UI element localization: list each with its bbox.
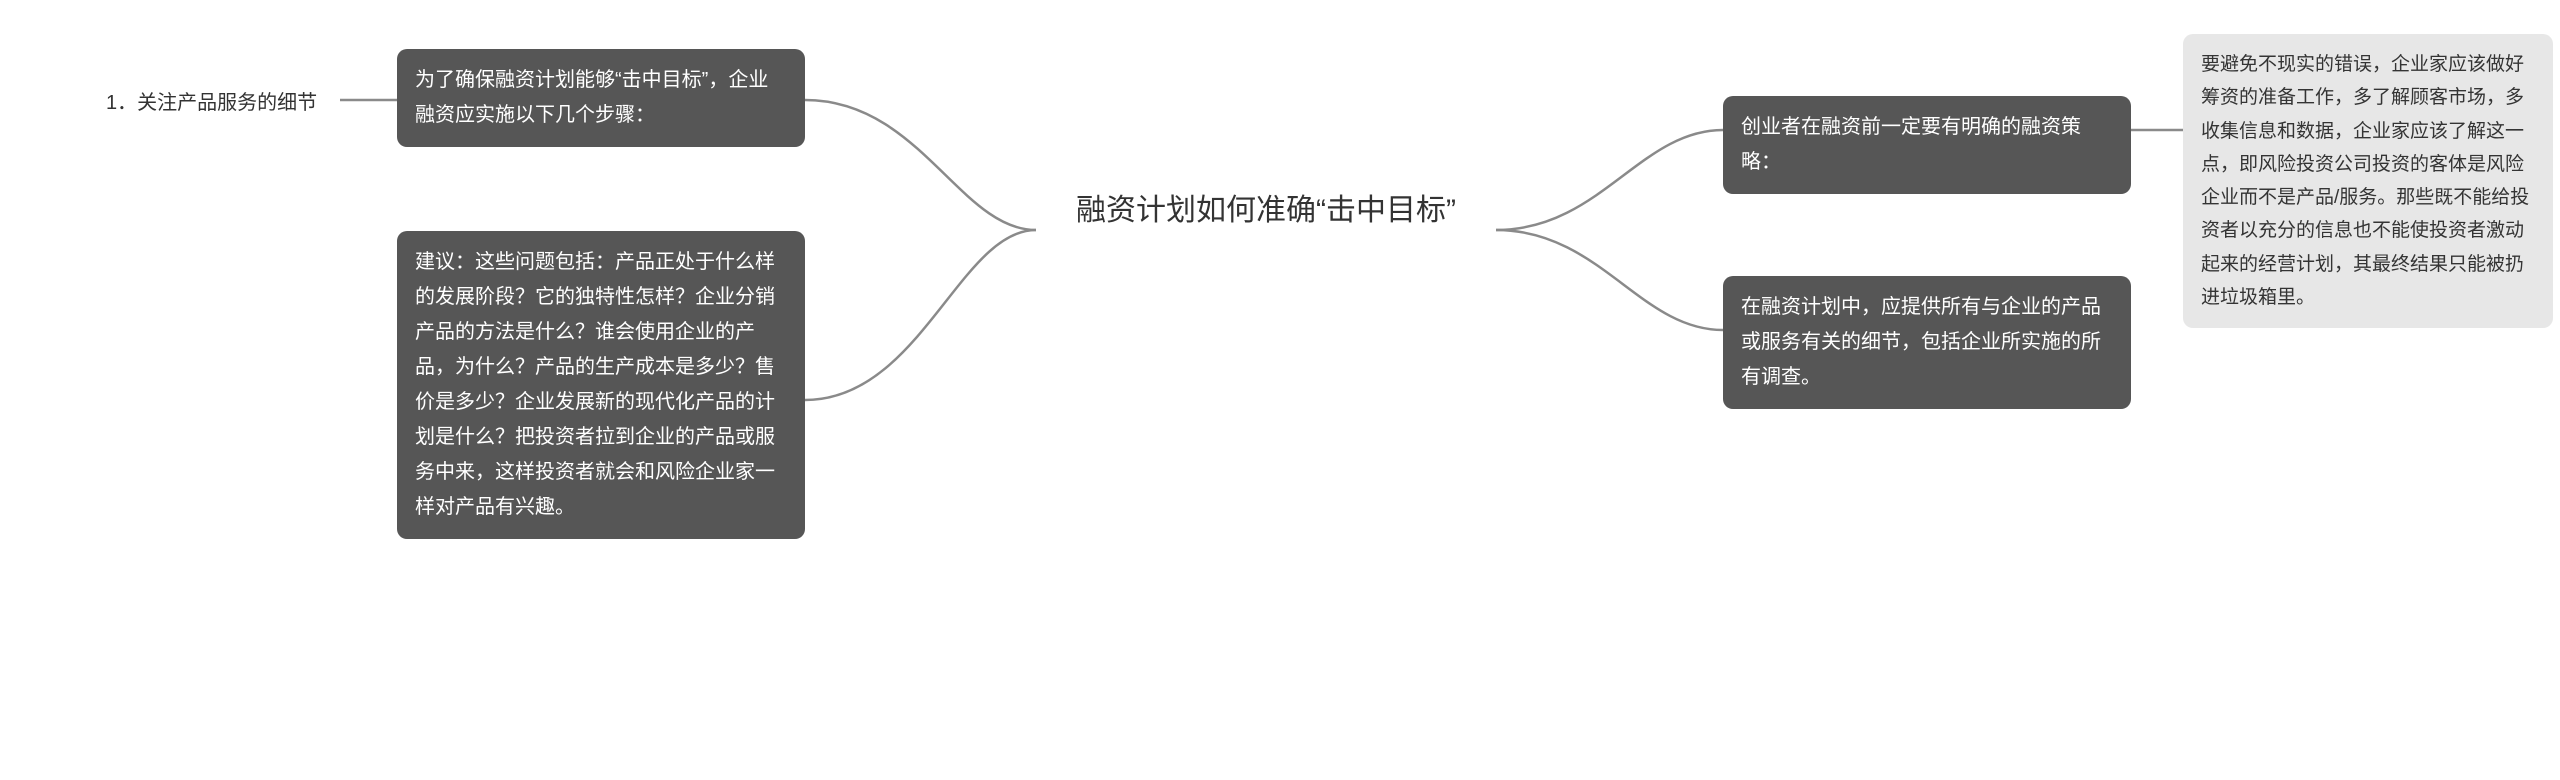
- left-node-steps: 为了确保融资计划能够“击中目标”，企业融资应实施以下几个步骤：: [397, 49, 805, 147]
- right-leaf-avoid-errors: 要避免不现实的错误，企业家应该做好筹资的准备工作，多了解顾客市场，多收集信息和数…: [2183, 34, 2553, 328]
- left-leaf-label: 1．关注产品服务的细节: [106, 86, 317, 115]
- right-node-details-text: 在融资计划中，应提供所有与企业的产品或服务有关的细节，包括企业所实施的所有调查。: [1741, 296, 2101, 388]
- left-node-steps-text: 为了确保融资计划能够“击中目标”，企业融资应实施以下几个步骤：: [415, 69, 768, 126]
- right-node-strategy-text: 创业者在融资前一定要有明确的融资策略：: [1741, 116, 2081, 173]
- left-node-suggestions-text: 建议：这些问题包括：产品正处于什么样的发展阶段？它的独特性怎样？企业分销产品的方…: [415, 251, 775, 518]
- right-node-details: 在融资计划中，应提供所有与企业的产品或服务有关的细节，包括企业所实施的所有调查。: [1723, 276, 2131, 409]
- left-node-suggestions: 建议：这些问题包括：产品正处于什么样的发展阶段？它的独特性怎样？企业分销产品的方…: [397, 231, 805, 539]
- right-leaf-avoid-errors-text: 要避免不现实的错误，企业家应该做好筹资的准备工作，多了解顾客市场，多收集信息和数…: [2201, 54, 2529, 308]
- mindmap-connectors: [0, 0, 2560, 780]
- left-leaf-text: 1．关注产品服务的细节: [106, 92, 317, 114]
- root-text: 融资计划如何准确“击中目标”: [1076, 194, 1456, 227]
- mindmap-root: 融资计划如何准确“击中目标”: [1036, 188, 1496, 235]
- right-node-strategy: 创业者在融资前一定要有明确的融资策略：: [1723, 96, 2131, 194]
